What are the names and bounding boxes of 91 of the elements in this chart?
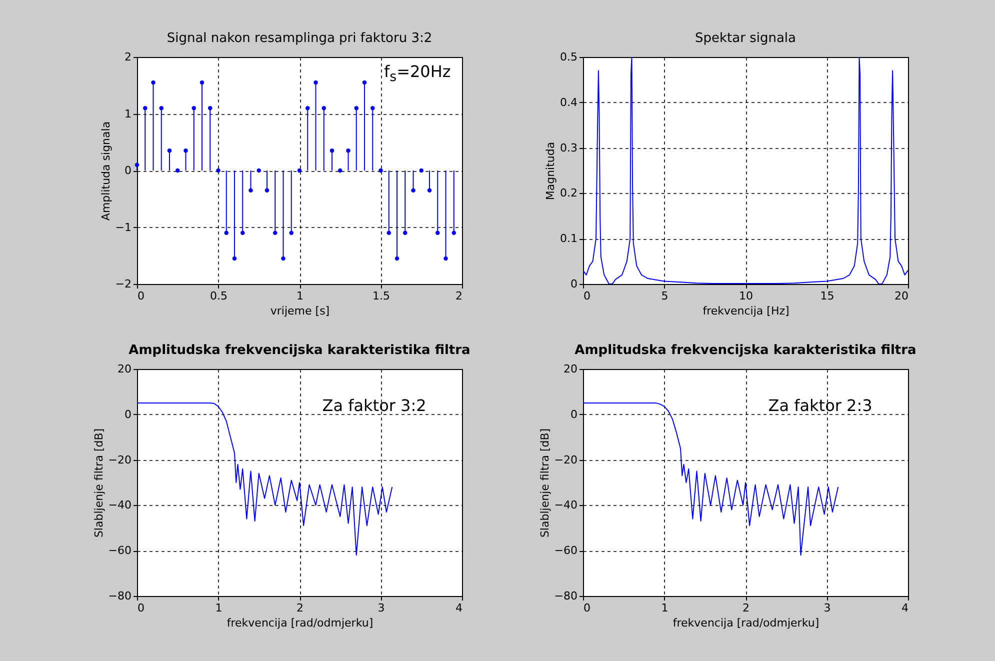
y-tick-label: −20 [554,453,578,466]
x-tick-label: 1.5 [372,290,390,302]
point [264,188,270,192]
y-tick-label: 0 [124,164,132,177]
y-axis-title: Slabljenje filtra [dB] [92,428,106,538]
point [386,230,391,236]
y-tick-label: −40 [108,498,132,512]
point [444,256,448,261]
y-axis-title: Slabljenje filtra [dB] [538,428,552,538]
point [289,230,294,236]
annotation: Za faktor 2:3 [768,396,872,416]
chart-title: Amplitudska frekvencijska karakteristika filtra [128,343,470,358]
x-tick-label: 0.5 [210,290,228,302]
x-tick-label: 15 [820,290,834,302]
x-tick-label: 0 [138,290,144,302]
x-tick-label: 1 [661,602,668,614]
point [436,230,440,236]
point [167,148,172,153]
point [370,106,375,110]
point [403,230,408,236]
y-tick-label: 0.5 [560,50,578,64]
point [322,106,326,110]
y-tick-label: 0.3 [560,141,578,154]
point [240,230,245,236]
point [159,106,164,110]
point [273,230,278,236]
y-tick-label: −80 [554,590,578,602]
point [394,256,400,261]
point [354,106,358,110]
y-tick-label: 0 [124,408,132,421]
y-tick-label: −60 [108,544,132,558]
x-tick-label: 3 [378,602,385,614]
point [143,106,148,110]
y-tick-label: 0.4 [560,96,578,109]
x-tick-label: 0 [584,290,590,302]
x-tick-label: 1 [215,602,222,614]
point [346,148,350,153]
x-axis-title: frekvencija [rad/odmjerku] [672,616,820,630]
x-axis-title: vrijeme [s] [270,304,330,318]
annotation: Za faktor 3:2 [322,396,426,416]
y-tick-label: 2 [124,50,132,64]
y-axis-title: Magnituda [544,142,558,200]
point [232,256,237,261]
point [314,80,318,85]
point [200,80,204,85]
x-axis-title: frekvencija [rad/odmjerku] [226,616,374,630]
x-tick-label: 4 [456,602,462,614]
point [151,80,156,85]
point [411,188,416,192]
point [224,230,228,236]
chart-title: Amplitudska frekvencijska karakteristika filtra [574,343,916,358]
point [330,148,334,153]
y-tick-label: 20 [118,362,132,376]
x-tick-label: 20 [894,290,908,302]
y-tick-label: 0.2 [560,186,578,200]
x-tick-label: 3 [824,602,831,614]
point [427,188,432,192]
point [184,148,188,153]
point [192,106,196,110]
point [134,162,140,167]
y-tick-label: 0 [570,408,578,421]
y-tick-label: 20 [564,362,578,376]
x-axis-title: frekvencija [Hz] [702,304,790,318]
point [306,106,310,110]
y-tick-label: −80 [108,590,132,602]
x-tick-label: 0 [584,602,590,614]
y-tick-label: 0.1 [560,232,578,246]
x-tick-label: 2 [456,290,462,302]
point [281,256,286,261]
annotation: f$_{s}$=20Hz [384,62,451,85]
point [248,188,253,192]
y-tick-label: 0 [570,278,578,290]
point [362,80,367,85]
y-tick-label: −2 [115,278,132,290]
y-tick-label: 1 [124,107,132,120]
chart-title: Spektar signala [695,31,796,46]
point [208,106,212,110]
chart-title: Signal nakon resamplinga pri faktoru 3:2 [166,31,432,46]
x-tick-label: 5 [661,290,668,302]
point [452,230,456,236]
x-tick-label: 4 [902,602,908,614]
y-tick-label: −1 [115,220,132,234]
y-axis-title: Amplituda signala [99,121,112,221]
x-tick-label: 1 [296,290,304,302]
x-tick-label: 2 [296,602,304,614]
x-tick-label: 0 [138,602,144,614]
x-tick-label: 2 [742,602,750,614]
y-tick-label: −60 [554,544,578,558]
y-tick-label: −20 [108,453,132,466]
y-tick-label: −40 [554,498,578,512]
x-tick-label: 10 [739,290,753,302]
